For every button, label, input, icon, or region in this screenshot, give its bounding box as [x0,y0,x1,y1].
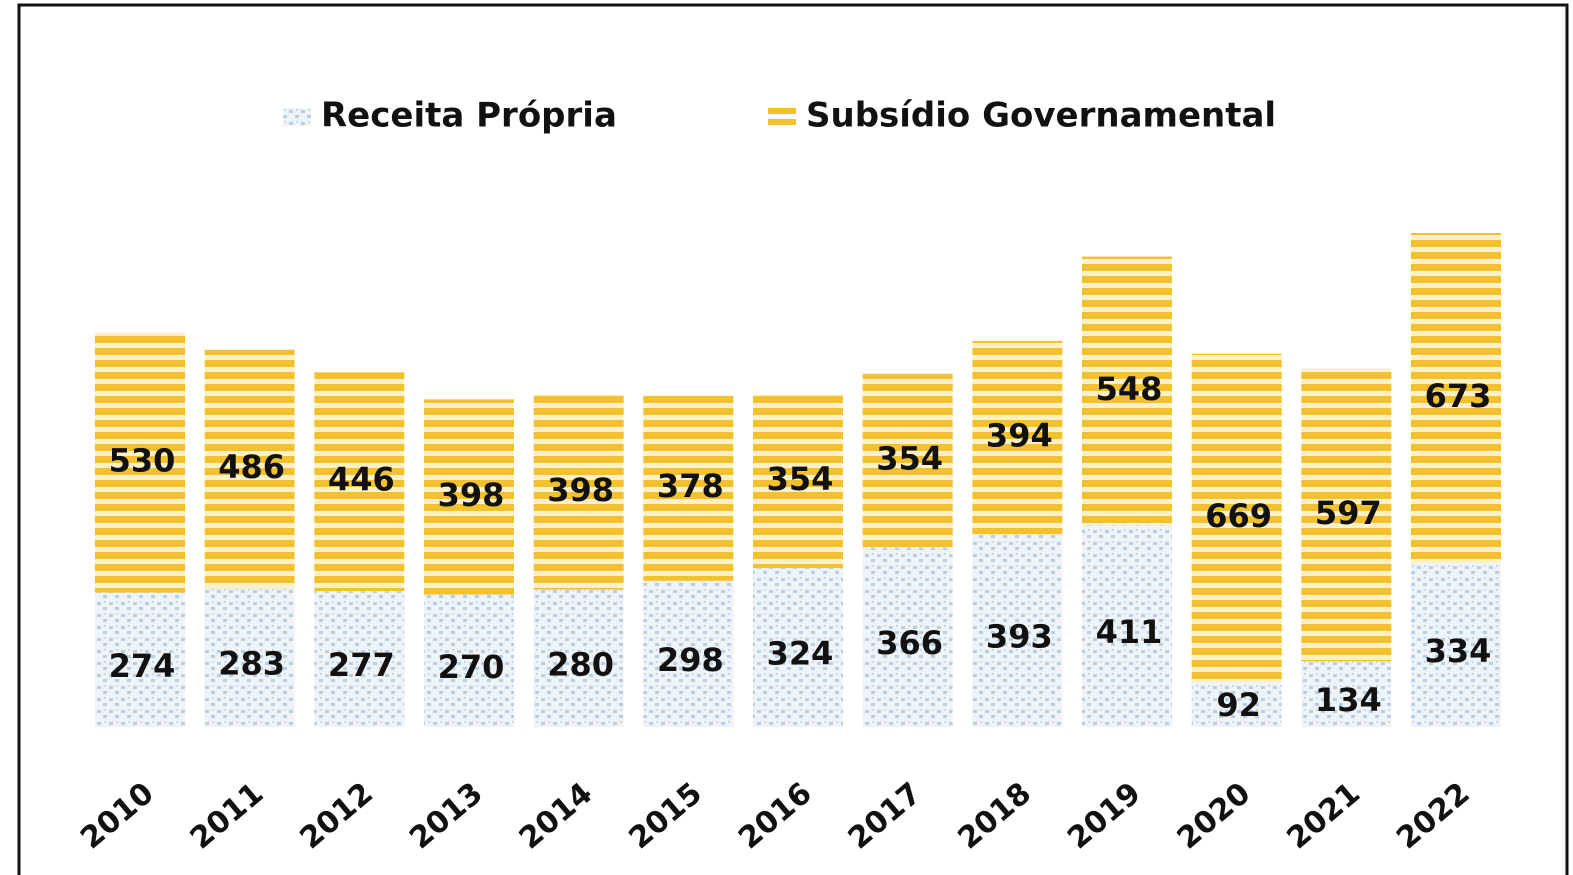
data-label: 398 [547,471,614,509]
data-label: 354 [876,440,943,478]
legend-swatch [283,108,311,126]
legend-swatch [768,119,796,125]
x-tick-label: 2010 [74,776,160,856]
bar-segment [972,534,1063,727]
bar-segment [204,349,295,589]
bar-segment [424,594,514,727]
x-tick-label: 2021 [1280,776,1366,856]
data-label: 270 [438,648,505,686]
data-label: 669 [1205,497,1272,535]
data-label: 486 [218,448,285,486]
data-label: 530 [109,442,176,480]
bar-segment [1301,368,1392,662]
x-tick-label: 2020 [1171,776,1257,856]
x-tick-label: 2017 [842,776,928,856]
x-tick-label: 2013 [403,776,489,856]
legend-label: Subsídio Governamental [806,96,1276,136]
x-tick-label: 2022 [1390,776,1476,856]
legend-swatch [768,108,796,114]
x-tick-label: 2014 [513,776,599,856]
x-tick-label: 2015 [622,776,708,856]
data-label: 366 [876,624,943,662]
bar-segment [862,373,953,548]
x-tick-label: 2012 [293,776,379,856]
data-label: 673 [1425,377,1492,415]
x-tick-label: 2011 [184,776,270,856]
data-label: 394 [986,417,1053,455]
bar-segment [314,372,405,592]
bar-segment [95,592,185,727]
bar-segment [1411,233,1501,564]
bar-segment [1191,353,1282,682]
data-label: 283 [218,645,285,683]
data-label: 274 [109,647,176,685]
bar-segment [643,580,734,727]
legend-item: Receita Própria [283,96,617,136]
x-tick-label: 2016 [732,776,818,856]
bar-segment [1082,525,1172,727]
bar-segment [204,588,295,727]
data-label: 446 [328,461,395,499]
bar-segment [424,399,514,595]
bar-segment [1191,681,1282,727]
bar-segment [972,340,1063,535]
data-label: 597 [1315,494,1382,532]
bar-segment [1082,256,1172,526]
bar-segment [95,332,185,593]
chart-frame [17,3,1569,875]
bar-segment [753,568,843,727]
data-label: 398 [438,476,505,514]
bar-segment [1411,563,1501,727]
bar-segment [643,395,734,581]
bar-segment [314,591,405,727]
data-label: 298 [657,641,724,679]
data-label: 378 [657,467,724,505]
data-label: 324 [767,635,834,673]
bar-segment [1301,661,1392,727]
bar-segment [862,547,953,727]
x-tick-label: 2019 [1061,776,1147,856]
data-label: 334 [1425,632,1492,670]
data-label: 393 [986,618,1053,656]
bar-segment [753,394,843,569]
data-label: 277 [328,646,395,684]
bar-segment [533,589,624,727]
bar-segment [533,394,624,590]
legend-item: Subsídio Governamental [768,96,1276,136]
data-label: 548 [1096,370,1163,408]
x-tick-label: 2018 [951,776,1037,856]
data-label: 92 [1216,686,1261,724]
data-label: 354 [767,460,834,498]
legend-label: Receita Própria [321,96,617,136]
data-label: 280 [547,645,614,683]
data-label: 411 [1096,613,1163,651]
data-label: 134 [1315,681,1382,719]
